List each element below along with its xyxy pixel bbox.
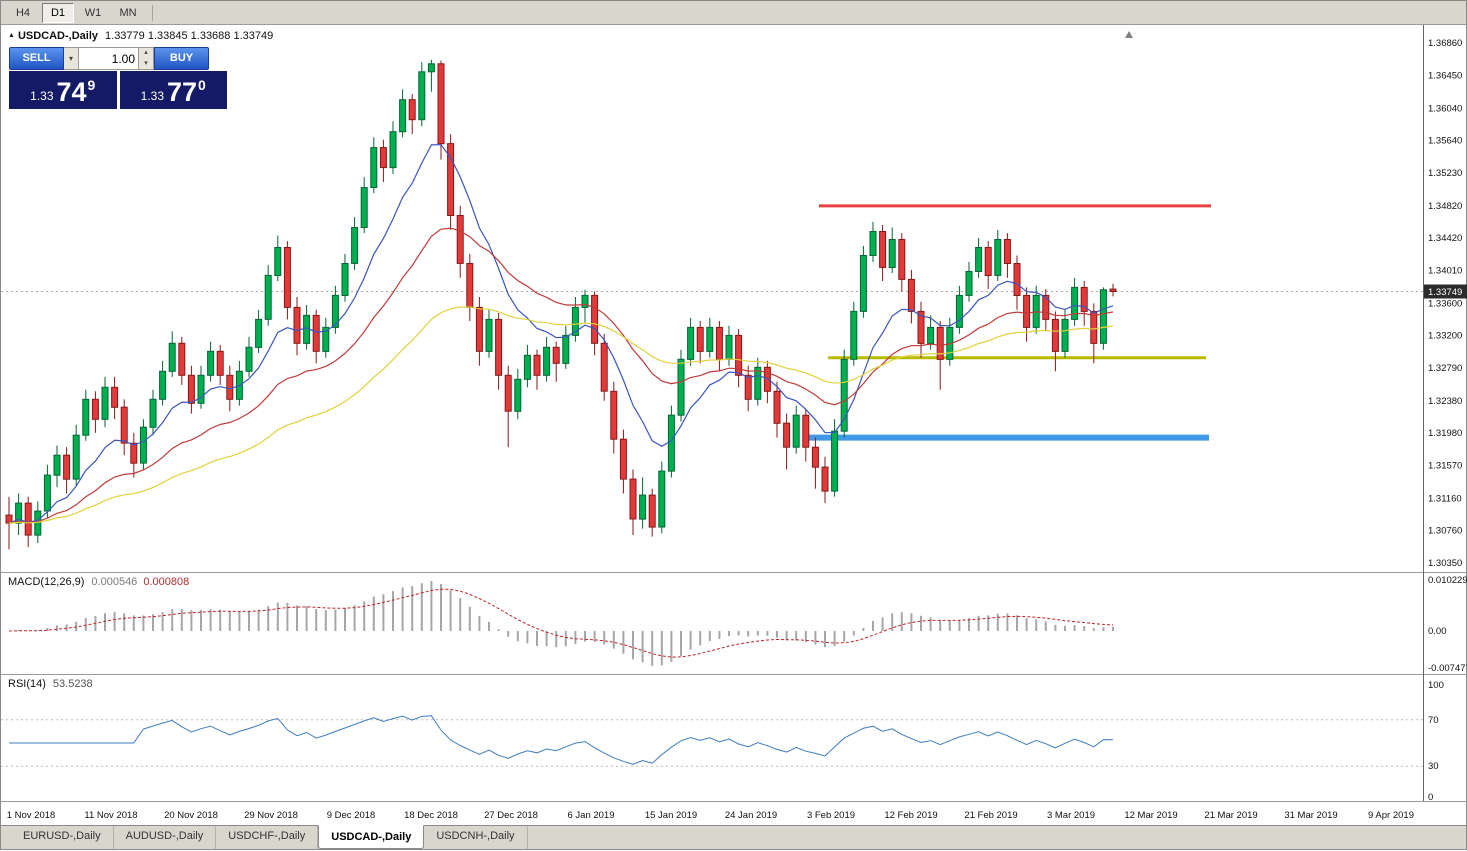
stepper-up-icon[interactable]: ▴ xyxy=(144,49,148,56)
chart-ohlc-values: 1.33779 1.33845 1.33688 1.33749 xyxy=(105,30,274,42)
timeframe-h4-button[interactable]: H4 xyxy=(15,6,31,19)
svg-text:1 Nov 2018: 1 Nov 2018 xyxy=(7,810,56,821)
svg-text:1.36860: 1.36860 xyxy=(1428,38,1462,49)
macd-indicator-label: MACD(12,26,9) 0.000546 0.000808 xyxy=(8,576,189,588)
svg-text:1.35230: 1.35230 xyxy=(1428,168,1462,179)
svg-text:1.34010: 1.34010 xyxy=(1428,266,1462,277)
symbol-tabbar: EURUSD-,Daily AUDUSD-,Daily USDCHF-,Dail… xyxy=(1,825,1466,849)
macd-value-1: 0.000546 xyxy=(91,576,138,588)
svg-text:12 Feb 2019: 12 Feb 2019 xyxy=(884,810,937,821)
svg-text:1.31980: 1.31980 xyxy=(1428,428,1462,439)
svg-text:27 Dec 2018: 27 Dec 2018 xyxy=(484,810,538,821)
svg-text:18 Dec 2018: 18 Dec 2018 xyxy=(404,810,458,821)
svg-text:21 Feb 2019: 21 Feb 2019 xyxy=(964,810,1017,821)
svg-text:21 Mar 2019: 21 Mar 2019 xyxy=(1204,810,1257,821)
svg-text:1.35640: 1.35640 xyxy=(1428,136,1462,147)
ask-price-prefix: 1.33 xyxy=(140,89,164,103)
ask-price-pip: 0 xyxy=(198,77,206,93)
chart-symbol-label: USDCAD-,Daily xyxy=(17,30,99,42)
svg-text:30: 30 xyxy=(1428,761,1439,772)
svg-text:24 Jan 2019: 24 Jan 2019 xyxy=(725,810,777,821)
svg-text:3 Mar 2019: 3 Mar 2019 xyxy=(1047,810,1095,821)
tab-audusd[interactable]: AUDUSD-,Daily xyxy=(114,826,217,849)
chart-title: ▲ USDCAD-,Daily 1.33779 1.33845 1.33688 1.… xyxy=(8,30,273,42)
volume-stepper[interactable]: ▴ ▾ xyxy=(139,47,154,70)
timeframe-w1-button[interactable]: W1 xyxy=(84,6,102,19)
svg-text:1.34420: 1.34420 xyxy=(1428,233,1462,244)
svg-text:1.33749: 1.33749 xyxy=(1428,287,1462,298)
svg-text:3 Feb 2019: 3 Feb 2019 xyxy=(807,810,855,821)
buy-button[interactable]: BUY xyxy=(154,47,209,70)
rsi-indicator-label: RSI(14) 53.5238 xyxy=(8,678,93,690)
svg-text:15 Jan 2019: 15 Jan 2019 xyxy=(645,810,697,821)
timeframe-d1-button[interactable]: D1 xyxy=(42,2,74,23)
timeframe-toolbar: H4 D1 W1 MN xyxy=(1,1,1466,25)
rsi-name: RSI(14) xyxy=(8,678,46,690)
svg-text:1.33600: 1.33600 xyxy=(1428,298,1462,309)
volume-dropdown-button[interactable]: ▾ xyxy=(64,47,79,70)
tab-usdchf[interactable]: USDCHF-,Daily xyxy=(216,826,319,849)
svg-text:29 Nov 2018: 29 Nov 2018 xyxy=(244,810,298,821)
svg-text:9 Apr 2019: 9 Apr 2019 xyxy=(1368,810,1414,821)
tab-eurusd[interactable]: EURUSD-,Daily xyxy=(11,826,114,849)
svg-text:1.34820: 1.34820 xyxy=(1428,201,1462,212)
bid-price-pip: 9 xyxy=(87,77,96,93)
ask-price-display[interactable]: 1.33 77 0 xyxy=(119,71,227,109)
volume-input[interactable] xyxy=(79,47,139,70)
svg-text:20 Nov 2018: 20 Nov 2018 xyxy=(164,810,218,821)
timeframe-mn-button[interactable]: MN xyxy=(119,6,137,19)
macd-value-2: 0.000808 xyxy=(143,576,190,588)
svg-text:0.010229: 0.010229 xyxy=(1428,575,1467,586)
svg-text:1.31570: 1.31570 xyxy=(1428,461,1462,472)
macd-name: MACD(12,26,9) xyxy=(8,576,85,588)
svg-text:70: 70 xyxy=(1428,715,1439,726)
ask-price-big: 77 xyxy=(167,77,198,107)
svg-text:0.00: 0.00 xyxy=(1428,626,1447,637)
svg-text:-0.007477: -0.007477 xyxy=(1428,663,1467,674)
bid-price-display[interactable]: 1.33 74 9 xyxy=(9,71,117,109)
svg-text:1.32380: 1.32380 xyxy=(1428,396,1462,407)
svg-text:9 Dec 2018: 9 Dec 2018 xyxy=(327,810,376,821)
one-click-trading-panel: SELL ▾ ▴ ▾ BUY 1.33 74 9 1.33 77 0 xyxy=(9,47,227,109)
svg-text:1.36040: 1.36040 xyxy=(1428,104,1462,115)
svg-text:100: 100 xyxy=(1428,680,1444,691)
svg-text:1.31160: 1.31160 xyxy=(1428,493,1462,504)
svg-text:6 Jan 2019: 6 Jan 2019 xyxy=(567,810,614,821)
bid-price-big: 74 xyxy=(56,77,87,107)
tab-usdcnh[interactable]: USDCNH-,Daily xyxy=(424,826,528,849)
stepper-down-icon[interactable]: ▾ xyxy=(144,59,148,67)
toolbar-separator xyxy=(152,4,153,21)
svg-text:31 Mar 2019: 31 Mar 2019 xyxy=(1284,810,1337,821)
svg-text:1.30350: 1.30350 xyxy=(1428,558,1462,569)
svg-text:1.36450: 1.36450 xyxy=(1428,71,1462,82)
sell-button[interactable]: SELL xyxy=(9,47,64,70)
tab-usdcad[interactable]: USDCAD-,Daily xyxy=(318,825,425,849)
svg-text:0: 0 xyxy=(1428,792,1433,803)
svg-text:11 Nov 2018: 11 Nov 2018 xyxy=(84,810,137,821)
svg-text:1.32790: 1.32790 xyxy=(1428,363,1462,374)
chart-marker-icon: ▲ xyxy=(8,32,15,39)
rsi-value: 53.5238 xyxy=(52,678,93,690)
svg-text:1.33200: 1.33200 xyxy=(1428,330,1462,341)
svg-text:1.30760: 1.30760 xyxy=(1428,525,1462,536)
bid-price-prefix: 1.33 xyxy=(30,89,54,103)
svg-text:12 Mar 2019: 12 Mar 2019 xyxy=(1124,810,1177,821)
